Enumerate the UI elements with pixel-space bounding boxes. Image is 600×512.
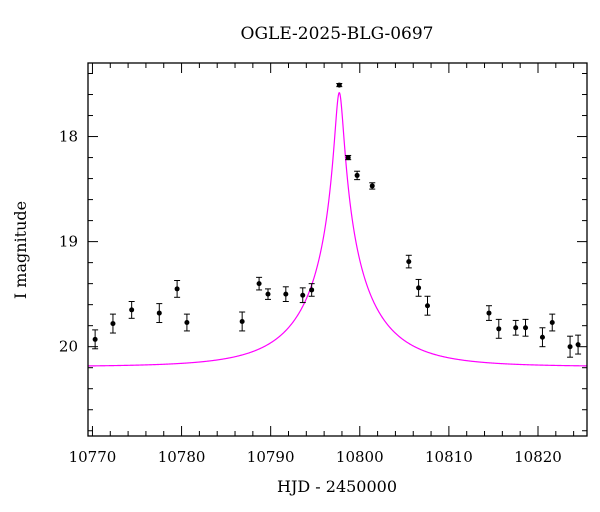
data-point <box>92 336 98 342</box>
data-point <box>174 286 180 292</box>
model-curve <box>87 91 587 367</box>
data-point <box>239 318 245 324</box>
data-point <box>523 325 529 331</box>
data-point <box>549 320 555 326</box>
data-point <box>416 285 422 291</box>
y-tick-label: 18 <box>59 128 78 146</box>
data-point <box>486 310 492 316</box>
data-point <box>539 334 545 340</box>
x-tick-label: 10780 <box>158 448 206 466</box>
data-point <box>156 310 162 316</box>
data-point <box>424 303 430 309</box>
data-point <box>496 326 502 332</box>
axis-ticks <box>88 63 587 436</box>
y-axis-label: I magnitude <box>11 201 30 299</box>
data-point <box>567 344 573 350</box>
data-point <box>184 320 190 326</box>
data-point <box>256 281 262 287</box>
model-curve-group <box>87 91 587 367</box>
y-tick-labels: 18 19 20 <box>59 128 78 356</box>
data-point <box>283 291 289 297</box>
data-point <box>300 292 306 298</box>
data-points <box>92 82 582 358</box>
data-point <box>110 321 116 327</box>
x-tick-label: 10810 <box>425 448 473 466</box>
x-tick-label: 10820 <box>514 448 562 466</box>
y-tick-label: 19 <box>59 233 78 251</box>
x-axis-label: HJD - 2450000 <box>277 477 397 496</box>
data-point <box>369 183 375 189</box>
x-tick-label: 10800 <box>336 448 384 466</box>
data-point <box>406 259 412 265</box>
x-tick-label: 10770 <box>69 448 117 466</box>
x-tick-label: 10790 <box>247 448 295 466</box>
chart-title: OGLE-2025-BLG-0697 <box>241 24 434 44</box>
data-point <box>129 307 135 313</box>
data-point <box>575 342 581 348</box>
data-point <box>309 287 315 293</box>
data-point <box>336 82 342 88</box>
data-point <box>265 291 271 297</box>
y-tick-label: 20 <box>59 338 78 356</box>
data-point <box>513 325 519 331</box>
data-point <box>345 155 351 161</box>
x-tick-labels: 10770 10780 10790 10800 10810 10820 <box>69 448 562 466</box>
plot-frame <box>87 62 588 437</box>
data-point <box>354 172 360 178</box>
